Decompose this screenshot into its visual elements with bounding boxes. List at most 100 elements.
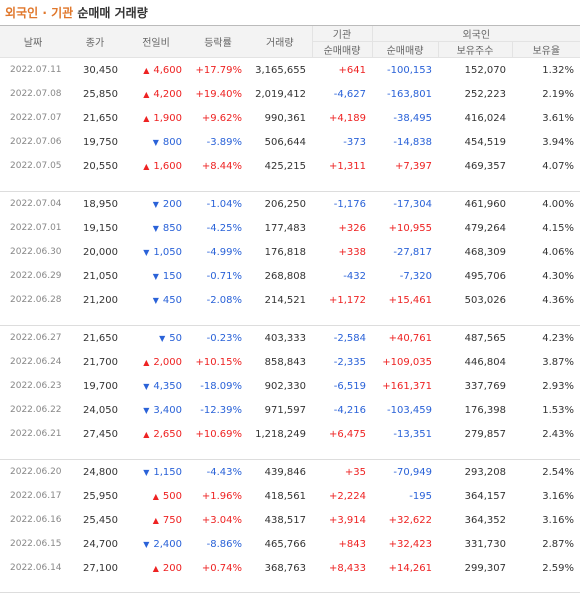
table-row: 2022.07.05 20,550 ▲ 1,600 +8.44% 425,215 +1,31… (0, 154, 580, 178)
foreign-hold-cell: 495,706 (464, 270, 506, 282)
divider-cell (0, 446, 580, 460)
foreign-net-cell: -100,153 (387, 64, 432, 76)
foreign-net-cell: -17,304 (393, 198, 432, 210)
triangle-down-icon: ▼ (152, 271, 159, 281)
date-cell: 2022.07.04 (10, 199, 62, 209)
table-row: 2022.06.28 21,200 ▼ 450 -2.08% 214,521 +1,172 +… (0, 288, 580, 312)
change-cell: ▼ 200 (124, 192, 188, 217)
volume-cell: 506,644 (264, 136, 306, 148)
inst-net-cell: +641 (338, 64, 366, 76)
date-cell: 2022.06.24 (10, 357, 62, 367)
date-cell: 2022.06.22 (10, 405, 62, 415)
date-cell: 2022.07.05 (10, 161, 62, 171)
triangle-down-icon: ▼ (159, 333, 166, 343)
foreign-ratio-cell: 3.61% (542, 112, 575, 124)
foreign-ratio-cell: 4.00% (542, 198, 575, 210)
close-cell: 25,850 (83, 88, 118, 100)
table-row: 2022.06.24 21,700 ▲ 2,000 +10.15% 858,843 -2,3… (0, 350, 580, 374)
close-cell: 25,450 (83, 514, 118, 526)
inst-net-cell: +3,914 (328, 514, 366, 526)
inst-net-cell: +326 (338, 222, 366, 234)
header-rate: 등락률 (188, 25, 248, 58)
foreign-ratio-cell: 4.06% (542, 246, 575, 258)
inst-net-cell: +1,172 (328, 294, 366, 306)
date-cell: 2022.06.29 (10, 271, 62, 281)
group-divider (0, 446, 580, 460)
volume-cell: 2,019,412 (255, 88, 306, 100)
inst-net-cell: -4,216 (333, 404, 366, 416)
close-cell: 19,700 (83, 380, 118, 392)
foreign-net-cell: +109,035 (382, 356, 432, 368)
foreign-hold-cell: 152,070 (464, 64, 506, 76)
volume-cell: 425,215 (264, 160, 306, 172)
rate-cell: -3.89% (206, 136, 242, 148)
close-cell: 30,450 (83, 64, 118, 76)
triangle-down-icon: ▼ (152, 223, 159, 233)
change-cell: ▲ 1,600 (124, 154, 188, 178)
foreign-net-cell: -38,495 (393, 112, 432, 124)
volume-cell: 177,483 (264, 222, 306, 234)
table-row: 2022.06.16 25,450 ▲ 750 +3.04% 438,517 +3,914 +… (0, 508, 580, 532)
date-cell: 2022.07.01 (10, 223, 62, 233)
foreign-net-cell: -163,801 (387, 88, 432, 100)
inst-net-cell: -1,176 (333, 198, 366, 210)
close-cell: 24,050 (83, 404, 118, 416)
close-cell: 21,650 (83, 112, 118, 124)
foreign-hold-cell: 299,307 (464, 562, 506, 574)
volume-cell: 268,808 (264, 270, 306, 282)
foreign-ratio-cell: 4.15% (542, 222, 575, 234)
inst-net-cell: -432 (343, 270, 366, 282)
change-value: 1,600 (153, 160, 182, 172)
trading-table: 날짜 종가 전일비 등락률 거래량 기관 외국인 순매매량 순매매량 보유주수 … (0, 25, 580, 593)
change-cell: ▼ 450 (124, 288, 188, 312)
change-value: 800 (162, 136, 182, 148)
header-close: 종가 (66, 25, 124, 58)
triangle-up-icon: ▲ (152, 563, 159, 573)
table-row: 2022.06.17 25,950 ▲ 500 +1.96% 418,561 +2,224 -… (0, 484, 580, 508)
header-change: 전일비 (124, 25, 188, 58)
triangle-up-icon: ▲ (152, 515, 159, 525)
foreign-ratio-cell: 3.16% (542, 514, 575, 526)
change-value: 150 (162, 270, 182, 282)
rate-cell: +19.40% (195, 88, 242, 100)
change-cell: ▼ 1,050 (124, 240, 188, 264)
volume-cell: 439,846 (264, 466, 306, 478)
header-foreign-ratio: 보유율 (511, 41, 580, 58)
inst-net-cell: +4,189 (328, 112, 366, 124)
close-cell: 27,450 (83, 428, 118, 440)
foreign-net-cell: -14,838 (393, 136, 432, 148)
triangle-down-icon: ▼ (143, 381, 150, 391)
table-row: 2022.06.23 19,700 ▼ 4,350 -18.09% 902,330 -6,5… (0, 374, 580, 398)
change-value: 4,600 (153, 64, 182, 76)
close-cell: 24,800 (83, 466, 118, 478)
foreign-hold-cell: 364,352 (464, 514, 506, 526)
volume-cell: 465,766 (264, 538, 306, 550)
triangle-up-icon: ▲ (143, 429, 150, 439)
foreign-ratio-cell: 2.93% (542, 380, 575, 392)
foreign-ratio-cell: 2.54% (542, 466, 575, 478)
change-value: 450 (162, 294, 182, 306)
rate-cell: +17.79% (195, 64, 242, 76)
inst-net-cell: -373 (343, 136, 366, 148)
inst-net-cell: +2,224 (328, 490, 366, 502)
change-cell: ▼ 850 (124, 216, 188, 240)
rate-cell: -8.86% (206, 538, 242, 550)
inst-net-cell: -2,584 (333, 332, 366, 344)
table-row: 2022.06.15 24,700 ▼ 2,400 -8.86% 465,766 +843 +… (0, 532, 580, 556)
table-row: 2022.07.07 21,650 ▲ 1,900 +9.62% 990,361 +4,18… (0, 106, 580, 130)
foreign-hold-cell: 331,730 (464, 538, 506, 550)
change-cell: ▼ 3,400 (124, 398, 188, 422)
foreign-net-cell: -195 (409, 490, 432, 502)
foreign-ratio-cell: 3.94% (542, 136, 575, 148)
inst-net-cell: +338 (338, 246, 366, 258)
foreign-net-cell: +40,761 (388, 332, 432, 344)
volume-cell: 971,597 (264, 404, 306, 416)
foreign-hold-cell: 487,565 (464, 332, 506, 344)
volume-cell: 902,330 (264, 380, 306, 392)
foreign-net-cell: +32,622 (388, 514, 432, 526)
header-volume: 거래량 (248, 25, 312, 58)
foreign-ratio-cell: 2.19% (542, 88, 575, 100)
rate-cell: -18.09% (200, 380, 242, 392)
close-cell: 21,050 (83, 270, 118, 282)
close-cell: 18,950 (83, 198, 118, 210)
